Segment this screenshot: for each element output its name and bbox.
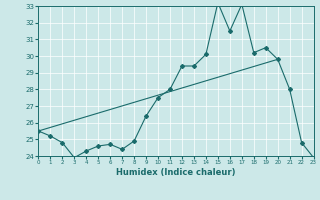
X-axis label: Humidex (Indice chaleur): Humidex (Indice chaleur) xyxy=(116,168,236,177)
